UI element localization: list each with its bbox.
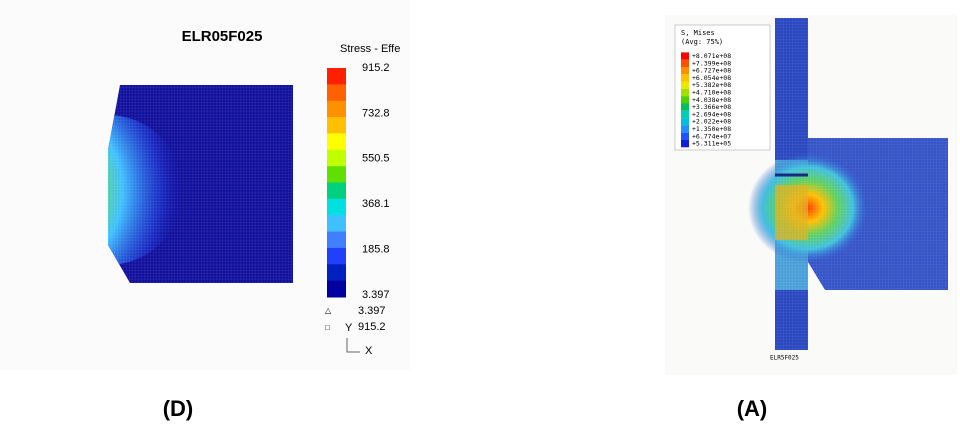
- axis-x-label: X: [365, 345, 373, 357]
- colorbar-label: 915.2: [362, 62, 390, 74]
- colorbar-label: 550.5: [362, 153, 390, 165]
- colorbar-band: [327, 198, 346, 216]
- legend-title: Stress - Effe: [340, 43, 400, 55]
- legend-value: +4.710e+08: [692, 89, 731, 97]
- legend-swatch: [681, 96, 689, 104]
- legend-swatch: [681, 132, 689, 140]
- legend-swatch: [681, 118, 689, 126]
- legend-title: S, Mises: [681, 29, 715, 37]
- legend-value: +2.694e+08: [692, 110, 731, 118]
- panel-a: S, Mises (Avg: 75%) +8.071e+08+7.399e+08…: [665, 15, 957, 421]
- legend-swatch: [681, 140, 689, 148]
- min-label: 3.397: [358, 305, 386, 317]
- colorbar-band: [327, 68, 346, 85]
- legend-swatch: [681, 59, 689, 67]
- colorbar-label: 3.397: [362, 289, 390, 301]
- legend-swatch: [681, 110, 689, 119]
- colorbar-band: [327, 117, 346, 134]
- colorbar-band: [327, 264, 346, 282]
- legend-value: +6.727e+08: [692, 67, 731, 75]
- colorbar-band: [327, 149, 346, 167]
- colorbar-label: 732.8: [362, 107, 390, 119]
- colorbar-band: [327, 280, 346, 298]
- legend-swatch: [681, 125, 689, 133]
- legend-swatch: [681, 74, 689, 82]
- model-mesh: [748, 18, 948, 350]
- legend-value: +6.774e+07: [692, 132, 731, 140]
- legend-swatch: [681, 67, 689, 75]
- panel-label: (D): [163, 396, 194, 421]
- colorbar-band: [327, 84, 346, 102]
- legend-swatch: [681, 81, 689, 89]
- colorbar-band: [327, 182, 346, 200]
- colorbar-band: [327, 231, 346, 249]
- max-marker: □: [325, 323, 330, 332]
- colorbar-label: 185.8: [362, 244, 390, 256]
- colorbar-label: 368.1: [362, 198, 390, 210]
- axis-triad: [346, 338, 360, 353]
- colorbar-band: [327, 166, 346, 183]
- legend-value: +2.022e+08: [692, 118, 731, 126]
- min-marker: △: [325, 306, 332, 315]
- axis-y-label: Y: [345, 322, 353, 334]
- model-title: ELR05F025: [182, 28, 263, 45]
- legend-value: +5.382e+08: [692, 81, 731, 89]
- legend-value: +4.038e+08: [692, 96, 731, 104]
- panel-d: ELR05F025 Stress - Effe 915.2 732.8 550.5 3…: [0, 0, 410, 421]
- legend-subtitle: (Avg: 75%): [681, 38, 723, 46]
- colorbar-band: [327, 215, 346, 233]
- model-mesh: [108, 85, 293, 283]
- legend-value: +3.366e+08: [692, 103, 731, 111]
- legend-swatch: [681, 52, 689, 60]
- max-label: 915.2: [358, 321, 386, 333]
- panel-label: (A): [737, 396, 768, 421]
- legend-swatch: [681, 88, 689, 97]
- colorbar-band: [327, 247, 346, 265]
- colorbar-band: [327, 133, 346, 151]
- colorbar: [327, 68, 346, 298]
- legend-value: +7.399e+08: [692, 59, 731, 67]
- legend-box: [674, 24, 771, 151]
- legend-value: +1.350e+08: [692, 125, 731, 133]
- legend-value: +5.311e+05: [692, 140, 731, 148]
- legend-value: +6.054e+08: [692, 74, 731, 82]
- legend-swatch: [681, 103, 689, 111]
- colorbar-band: [327, 100, 346, 118]
- legend-value: +8.071e+08: [692, 52, 731, 60]
- model-label: ELR5F025: [770, 355, 799, 362]
